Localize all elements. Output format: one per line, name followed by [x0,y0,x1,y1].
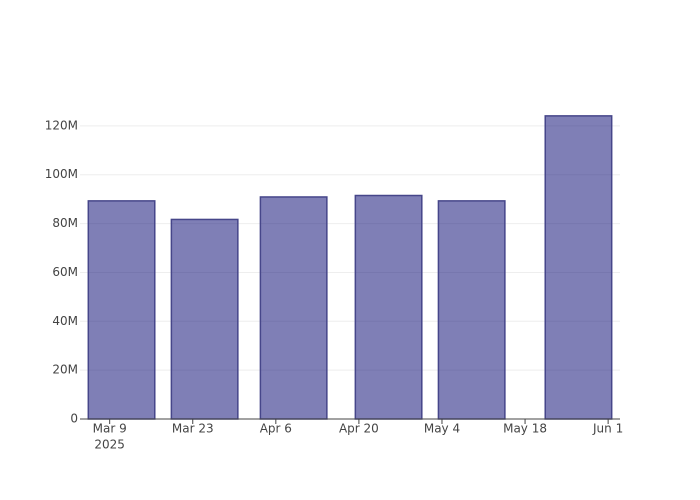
x-tick-sublabel: 2025 [94,438,125,452]
x-tick-label: May 4 [424,422,460,436]
y-tick-label: 60M [52,265,78,279]
bar [354,194,423,420]
y-tick-label: 20M [52,363,78,377]
x-tick-label: Jun 1 [592,422,623,436]
bar [437,200,506,420]
x-tick-label: May 18 [503,422,547,436]
bar [259,196,328,420]
x-tick-label: Mar 23 [172,422,214,436]
y-tick-label: 80M [52,216,78,230]
bar [170,218,239,420]
x-tick-label: Apr 6 [260,422,292,436]
y-tick-label: 0 [70,412,78,426]
bar [87,200,156,420]
y-tick-label: 100M [45,167,78,181]
x-tick-label: Mar 9 [93,422,127,436]
x-tick-label: Apr 20 [339,422,379,436]
y-tick-label: 120M [45,118,78,132]
y-tick-label: 40M [52,314,78,328]
bar [544,115,613,420]
